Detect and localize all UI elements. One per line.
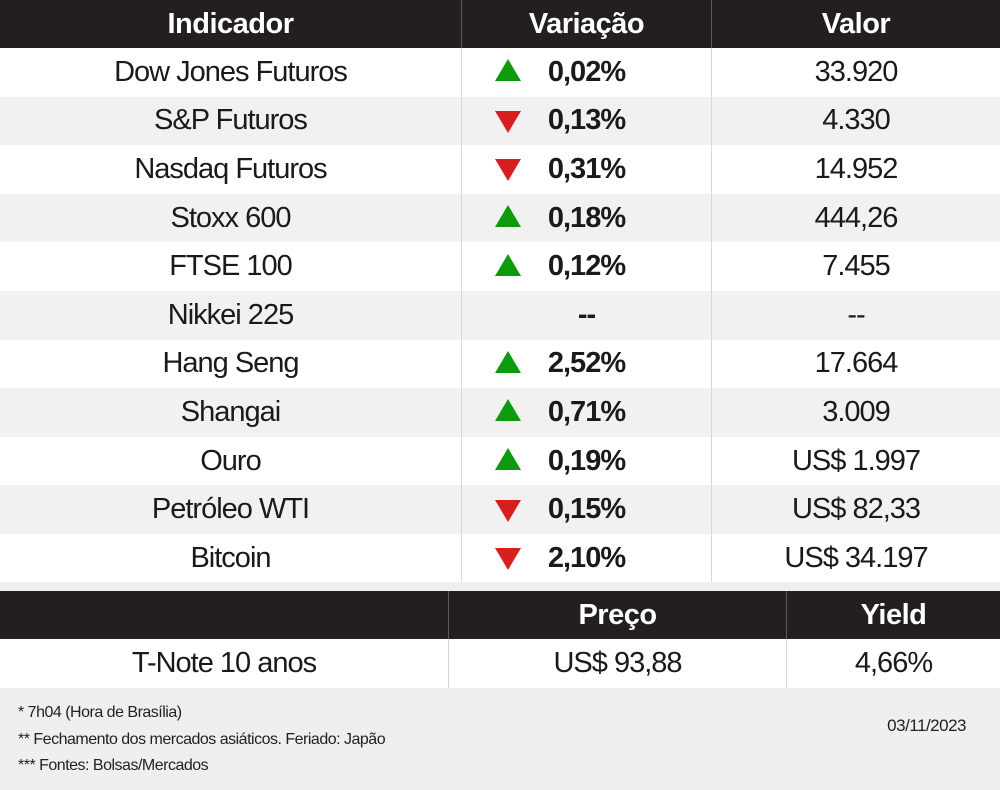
treasury-price: US$ 93,88 xyxy=(449,639,787,688)
main-table-body: Dow Jones Futuros 0,02% 33.920 S&P Futuros 0… xyxy=(0,48,1000,583)
change-cell: 2,52% xyxy=(462,339,712,389)
indicator-name: S&P Futuros xyxy=(0,96,462,146)
arrow-up-icon xyxy=(495,448,521,471)
indicator-name: Ouro xyxy=(0,436,462,486)
arrow-up-icon xyxy=(495,253,521,276)
header-preco: Preço xyxy=(449,591,787,639)
change-cell: 0,71% xyxy=(462,388,712,437)
header-yield: Yield xyxy=(860,598,927,631)
header-indicador: Indicador xyxy=(0,0,462,48)
arrow-up-icon xyxy=(495,59,521,82)
header-valor: Valor xyxy=(821,7,891,40)
change-cell: 0,18% xyxy=(462,193,712,243)
treasury-yield: 4,66% xyxy=(854,647,933,679)
indicator-name: Stoxx 600 xyxy=(0,193,462,243)
change-value: 0,02% xyxy=(547,55,626,88)
arrow-down-icon xyxy=(495,159,521,182)
change-value: 2,52% xyxy=(547,347,626,380)
footnote-sources: *** Fontes: Bolsas/Mercados xyxy=(18,757,209,774)
footnote-asian-markets: ** Fechamento dos mercados asiáticos. Fe… xyxy=(18,731,386,748)
change-cell: -- xyxy=(462,290,712,340)
table-row: S&P Futuros 0,13% 4.330 xyxy=(0,96,1000,146)
indicator-value: 33.920 xyxy=(814,55,899,88)
arrow-down-icon xyxy=(495,110,521,133)
change-cell: 0,13% xyxy=(462,96,712,146)
change-cell: 2,10% xyxy=(462,533,712,583)
indicator-name: Shangai xyxy=(0,388,462,437)
table-row: Stoxx 600 0,18% 444,26 xyxy=(0,193,1000,243)
table-row: Petróleo WTI 0,15% US$ 82,33 xyxy=(0,485,1000,534)
table-row: Shangai 0,71% 3.009 xyxy=(0,388,1000,437)
arrow-down-icon xyxy=(495,499,521,522)
indicator-name: FTSE 100 xyxy=(0,242,462,291)
treasury-name: T-Note 10 anos xyxy=(0,639,449,688)
indicator-value: US$ 82,33 xyxy=(791,493,921,526)
table-row: Bitcoin 2,10% US$ 34.197 xyxy=(0,533,1000,583)
indicator-value: 7.455 xyxy=(822,250,891,283)
change-cell: 0,12% xyxy=(462,242,712,291)
indicator-name: Dow Jones Futuros xyxy=(0,48,462,97)
table-row: Ouro 0,19% US$ 1.997 xyxy=(0,436,1000,486)
arrow-up-icon xyxy=(495,205,521,228)
indicator-name: Nasdaq Futuros xyxy=(0,145,462,194)
change-cell: 0,15% xyxy=(462,485,712,534)
table-row: Dow Jones Futuros 0,02% 33.920 xyxy=(0,48,1000,97)
indicator-name: Nikkei 225 xyxy=(0,290,462,340)
arrow-down-icon xyxy=(495,548,521,571)
indicator-name: Petróleo WTI xyxy=(0,485,462,534)
indicator-value: 4.330 xyxy=(822,104,891,137)
treasury-row: T-Note 10 anos US$ 93,88 4,66% xyxy=(0,639,1000,688)
change-value: 0,31% xyxy=(547,152,626,185)
indicator-name: Bitcoin xyxy=(0,533,462,583)
report-date: 03/11/2023 xyxy=(887,716,966,735)
change-cell: 0,31% xyxy=(462,145,712,194)
arrow-up-icon xyxy=(495,399,521,422)
footnote-time: * 7h04 (Hora de Brasília) xyxy=(18,704,182,721)
indicator-value: 14.952 xyxy=(814,152,899,185)
indicator-value: 444,26 xyxy=(814,201,899,234)
change-cell: 0,02% xyxy=(462,48,712,97)
indicator-value: 3.009 xyxy=(822,395,891,428)
table-gap xyxy=(0,582,1000,591)
header-variacao: Variação xyxy=(462,0,712,48)
change-value: -- xyxy=(577,298,596,331)
change-value: 2,10% xyxy=(547,541,626,574)
change-cell: 0,19% xyxy=(462,436,712,486)
header-blank xyxy=(0,591,449,639)
change-value: 0,12% xyxy=(547,250,626,283)
table-row: Nikkei 225 -- -- xyxy=(0,290,1000,340)
table-row: FTSE 100 0,12% 7.455 xyxy=(0,242,1000,291)
main-table-header: Indicador Variação Valor xyxy=(0,0,1000,48)
arrow-up-icon xyxy=(495,350,521,373)
table-row: Nasdaq Futuros 0,31% 14.952 xyxy=(0,145,1000,194)
footer-notes: * 7h04 (Hora de Brasília) ** Fechamento … xyxy=(0,688,1000,790)
indicator-name: Hang Seng xyxy=(0,339,462,389)
indicator-value: US$ 34.197 xyxy=(784,541,928,574)
change-value: 0,13% xyxy=(547,104,626,137)
indicator-value: -- xyxy=(847,298,865,331)
change-value: 0,18% xyxy=(547,201,626,234)
change-value: 0,19% xyxy=(547,444,626,477)
indicator-value: 17.664 xyxy=(814,347,899,380)
treasury-table-header: Preço Yield xyxy=(0,591,1000,639)
change-value: 0,15% xyxy=(547,493,626,526)
table-row: Hang Seng 2,52% 17.664 xyxy=(0,339,1000,389)
change-value: 0,71% xyxy=(547,395,626,428)
indicator-value: US$ 1.997 xyxy=(791,444,921,477)
